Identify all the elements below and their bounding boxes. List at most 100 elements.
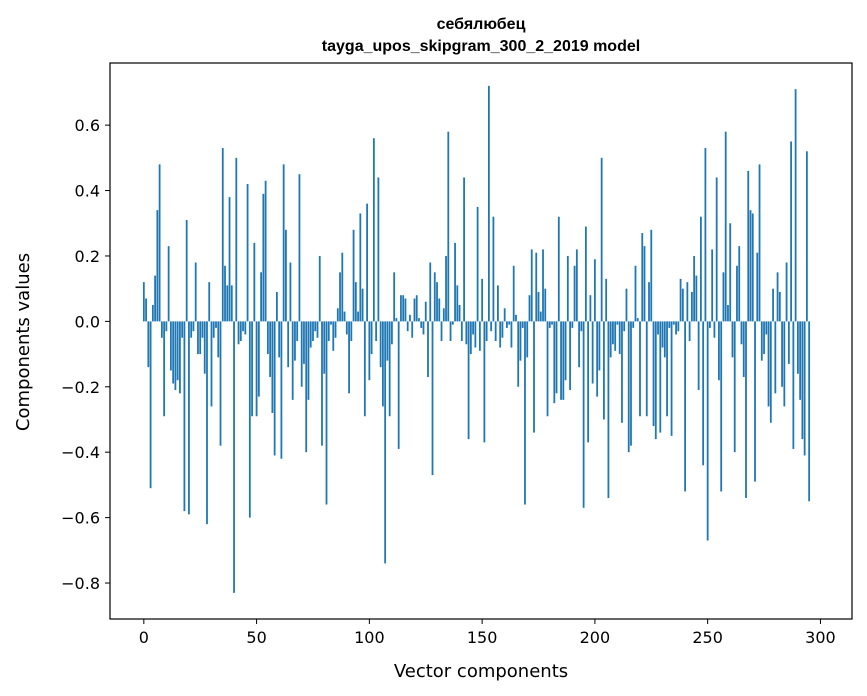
bar-174 [535, 252, 538, 322]
bar-272 [756, 252, 759, 322]
bar-31 [212, 321, 215, 338]
bar-21 [190, 321, 193, 338]
bar-157 [497, 285, 499, 322]
bar-237 [677, 321, 680, 332]
bar-32 [215, 321, 217, 328]
bar-117 [406, 321, 409, 332]
bar-11 [167, 246, 170, 322]
bar-257 [722, 272, 725, 322]
bar-15 [176, 321, 179, 381]
bar-277 [767, 321, 770, 407]
bar-14 [174, 321, 177, 391]
bar-239 [681, 288, 684, 322]
bar-75 [312, 321, 314, 341]
bar-205 [605, 278, 608, 322]
bar-76 [314, 321, 317, 332]
bar-99 [366, 203, 368, 322]
bar-102 [372, 138, 375, 322]
bar-93 [352, 229, 355, 322]
bar-268 [747, 170, 750, 322]
bar-35 [221, 148, 224, 322]
bar-130 [436, 282, 438, 322]
bar-243 [690, 291, 693, 322]
bar-226 [652, 321, 655, 427]
bar-114 [400, 295, 402, 322]
bar-123 [420, 321, 423, 328]
bar-221 [641, 233, 644, 322]
bar-57 [271, 321, 274, 413]
bar-139 [456, 285, 459, 322]
bar-40 [233, 321, 235, 593]
bar-67 [294, 321, 296, 361]
bar-203 [600, 157, 603, 322]
bar-177 [542, 249, 544, 322]
bar-246 [697, 321, 700, 391]
x-tick-label: 200 [580, 628, 611, 647]
bar-178 [544, 288, 547, 322]
bar-127 [429, 262, 432, 322]
y-tick-label: 0.2 [75, 247, 100, 266]
bar-218 [634, 265, 637, 322]
bar-22 [192, 321, 195, 332]
bar-165 [515, 314, 517, 322]
bar-181 [551, 321, 553, 325]
bar-142 [463, 177, 465, 322]
bar-44 [242, 321, 244, 332]
bar-244 [693, 255, 696, 322]
y-tick-label: −0.6 [61, 509, 100, 528]
bar-4 [151, 305, 154, 322]
bar-71 [303, 321, 305, 364]
bar-188 [566, 255, 569, 322]
bar-43 [239, 321, 242, 341]
bar-153 [487, 85, 490, 322]
bar-109 [388, 321, 391, 417]
bar-41 [235, 157, 238, 322]
bar-78 [318, 255, 321, 322]
bar-255 [718, 321, 720, 381]
bar-89 [343, 311, 346, 322]
bar-135 [447, 131, 450, 322]
bar-156 [494, 321, 497, 341]
bar-144 [467, 321, 470, 440]
bar-56 [269, 321, 272, 377]
bar-104 [377, 177, 380, 322]
bar-286 [787, 321, 790, 364]
bar-119 [411, 321, 414, 338]
bar-270 [751, 213, 754, 322]
bar-258 [724, 131, 727, 322]
bar-169 [524, 321, 526, 505]
bar-152 [485, 321, 488, 341]
bar-42 [237, 321, 240, 345]
bar-87 [339, 272, 341, 322]
bar-110 [391, 321, 393, 345]
bar-283 [781, 321, 783, 387]
bar-232 [666, 321, 668, 417]
bar-60 [278, 321, 281, 358]
bar-197 [587, 321, 590, 443]
bar-285 [785, 262, 788, 322]
bar-70 [300, 321, 303, 387]
bar-201 [596, 321, 599, 397]
bar-145 [469, 321, 472, 355]
bar-195 [582, 321, 585, 508]
bar-154 [490, 321, 493, 332]
bar-49 [253, 242, 256, 322]
bar-216 [630, 321, 632, 446]
bar-262 [733, 321, 736, 453]
bar-95 [357, 311, 359, 322]
y-tick-label: 0.4 [75, 182, 100, 201]
x-tick-label: 300 [805, 628, 836, 647]
bar-290 [796, 321, 799, 374]
bar-116 [404, 298, 407, 322]
bar-250 [706, 321, 709, 541]
y-tick-label: 0.6 [75, 116, 100, 135]
bar-227 [654, 321, 657, 440]
bar-24 [197, 321, 199, 355]
bar-94 [354, 282, 357, 322]
bar-176 [539, 311, 542, 322]
bar-192 [575, 249, 578, 322]
bar-81 [325, 321, 328, 505]
chart-title: себялюбец [437, 16, 526, 33]
bar-233 [668, 321, 671, 328]
